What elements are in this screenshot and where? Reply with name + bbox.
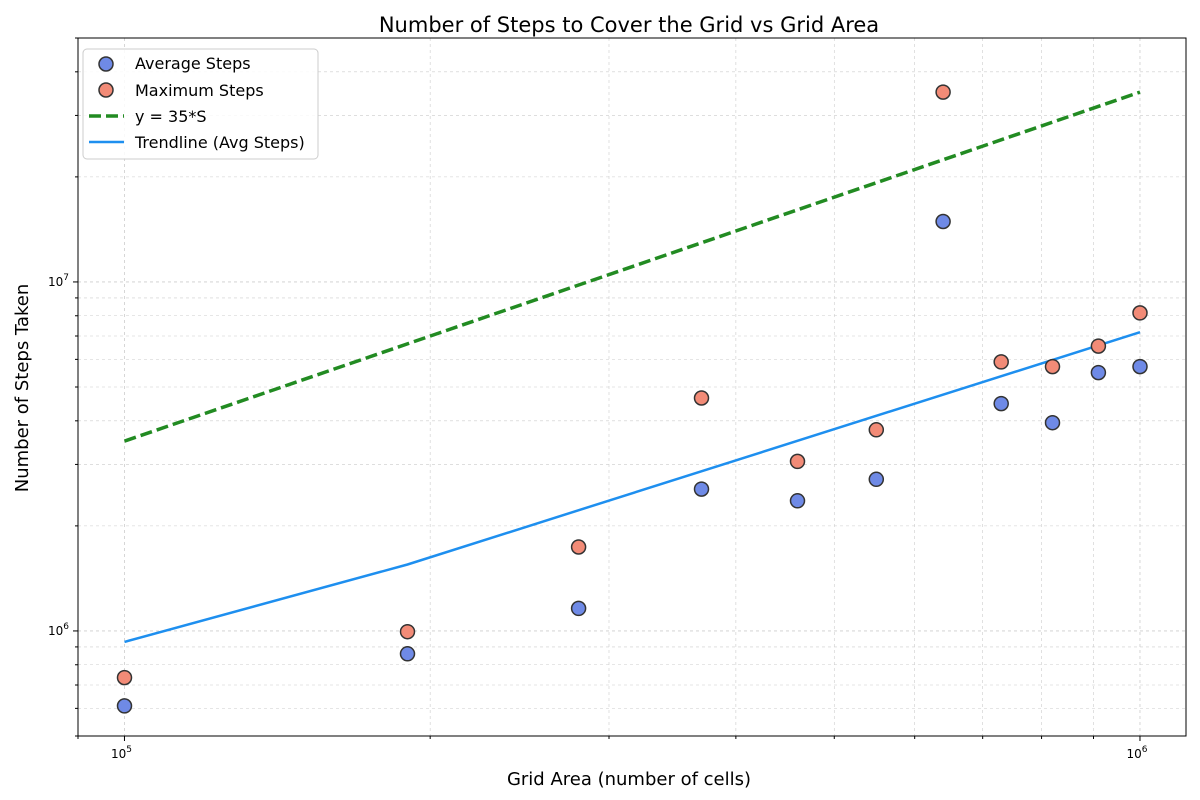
legend-marker-maximum-steps xyxy=(98,82,114,98)
average-steps-point xyxy=(570,600,587,617)
reference-line xyxy=(123,90,1141,443)
average-steps-point xyxy=(1132,358,1148,375)
y-tick-label: 106 xyxy=(48,622,69,638)
maximum-steps-point xyxy=(1044,358,1061,375)
x-tick-label: 105 xyxy=(111,745,132,761)
legend-label-reference: y = 35*S xyxy=(135,107,207,126)
x-axis-label: Grid Area (number of cells) xyxy=(507,769,751,790)
maximum-steps-point xyxy=(868,422,885,438)
y-axis-label: Number of Steps Taken xyxy=(12,284,33,493)
average-steps-point xyxy=(1090,364,1107,381)
chart-title: Number of Steps to Cover the Grid vs Gri… xyxy=(379,13,879,37)
trendline xyxy=(124,331,1141,644)
average-steps-point xyxy=(868,471,885,488)
legend-label-trendline: Trendline (Avg Steps) xyxy=(134,133,305,152)
average-steps-point xyxy=(693,481,710,497)
maximum-steps-point xyxy=(1090,338,1107,354)
legend: Average Steps Maximum Steps y = 35*S Tre… xyxy=(82,48,319,160)
average-steps-point xyxy=(116,698,133,714)
lines xyxy=(123,90,1141,644)
maximum-steps-point xyxy=(116,669,133,686)
legend-label-maximum-steps: Maximum Steps xyxy=(135,81,264,100)
maximum-steps-point xyxy=(935,84,951,100)
average-steps-point xyxy=(993,395,1009,412)
plot-frame xyxy=(77,37,1187,737)
legend-box xyxy=(82,48,319,160)
average-steps-point xyxy=(935,213,951,230)
average-steps-point xyxy=(1044,414,1061,431)
average-steps-point xyxy=(399,646,416,662)
maximum-steps-point xyxy=(693,390,710,406)
average-steps-point xyxy=(789,493,806,509)
legend-marker-average-steps xyxy=(98,56,114,72)
maximum-steps-point xyxy=(399,623,416,640)
maximum-steps-point xyxy=(1132,305,1148,321)
maximum-steps-point xyxy=(993,354,1009,370)
x-tick-label: 106 xyxy=(1126,745,1147,761)
maximum-steps-point xyxy=(570,539,587,555)
maximum-steps-point xyxy=(789,453,806,470)
points xyxy=(116,84,1148,714)
legend-label-average-steps: Average Steps xyxy=(135,54,251,73)
y-tick-label: 107 xyxy=(48,273,69,289)
